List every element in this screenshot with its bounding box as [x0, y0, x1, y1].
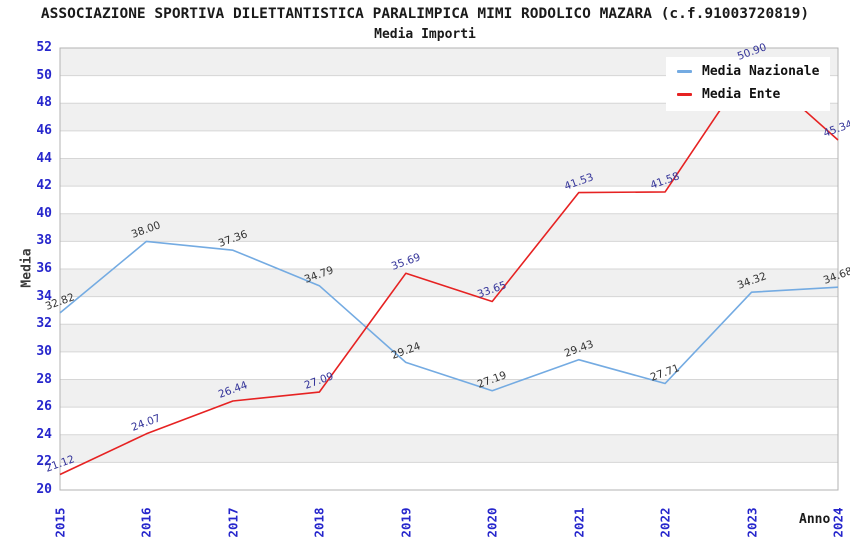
- y-tick-label: 46: [36, 122, 52, 138]
- x-tick-label: 2019: [398, 507, 414, 538]
- y-tick-label: 24: [36, 426, 52, 442]
- legend-label: Media Ente: [702, 87, 781, 102]
- plot-band: [60, 241, 838, 269]
- plot-band: [60, 407, 838, 435]
- y-tick-label: 50: [36, 67, 52, 83]
- x-tick-label: 2022: [657, 507, 673, 538]
- series-line-media-nazionale: [59, 240, 839, 392]
- y-tick-label: 38: [36, 233, 52, 249]
- legend-item: Media Nazionale: [677, 64, 819, 79]
- y-tick-label: 30: [36, 343, 52, 359]
- plot-band: [60, 158, 838, 187]
- plot-band: [60, 296, 838, 325]
- plot-band: [60, 324, 838, 352]
- legend-swatch-icon: [677, 93, 692, 96]
- chart-subtitle: Media Importi: [374, 27, 476, 42]
- y-tick-label: 52: [36, 40, 52, 55]
- y-tick-label: 36: [36, 261, 52, 276]
- plot-band: [60, 213, 838, 242]
- x-tick-label: 2023: [744, 507, 760, 538]
- series-line-media-ente: [59, 62, 839, 476]
- y-tick-label: 42: [36, 178, 52, 194]
- plot-band: [60, 269, 838, 297]
- y-tick-label: 44: [36, 150, 52, 166]
- x-tick-label: 2018: [311, 507, 327, 538]
- y-tick-label: 22: [36, 454, 52, 470]
- y-tick-label: 34: [36, 288, 52, 304]
- x-tick-label: 2024: [830, 507, 846, 538]
- x-tick-label: 2017: [225, 507, 241, 538]
- chart-title: ASSOCIAZIONE SPORTIVA DILETTANTISTICA PA…: [40, 6, 810, 22]
- legend-swatch-icon: [677, 70, 692, 73]
- plot-border: [59, 47, 839, 491]
- x-tick-label: 2021: [571, 507, 587, 538]
- y-tick-label: 26: [36, 399, 52, 415]
- legend: Media Nazionale Media Ente: [666, 57, 831, 111]
- y-tick-label: 48: [36, 95, 52, 111]
- x-axis-title: Anno: [799, 512, 831, 527]
- x-tick-label: 2020: [484, 507, 500, 538]
- legend-item: Media Ente: [677, 87, 819, 102]
- plot-band: [60, 130, 838, 159]
- y-tick-label: 28: [36, 371, 52, 387]
- plot-band: [60, 379, 838, 408]
- plot-band: [60, 351, 838, 380]
- y-tick-label: 20: [36, 482, 52, 497]
- legend-label: Media Nazionale: [702, 64, 820, 79]
- plot-band: [60, 434, 838, 463]
- y-tick-label: 32: [36, 316, 52, 332]
- x-tick-label: 2016: [138, 507, 154, 538]
- plot-band: [60, 186, 838, 214]
- y-tick-label: 40: [36, 205, 52, 221]
- x-tick-label: 2015: [52, 507, 68, 538]
- plot-band: [60, 462, 838, 490]
